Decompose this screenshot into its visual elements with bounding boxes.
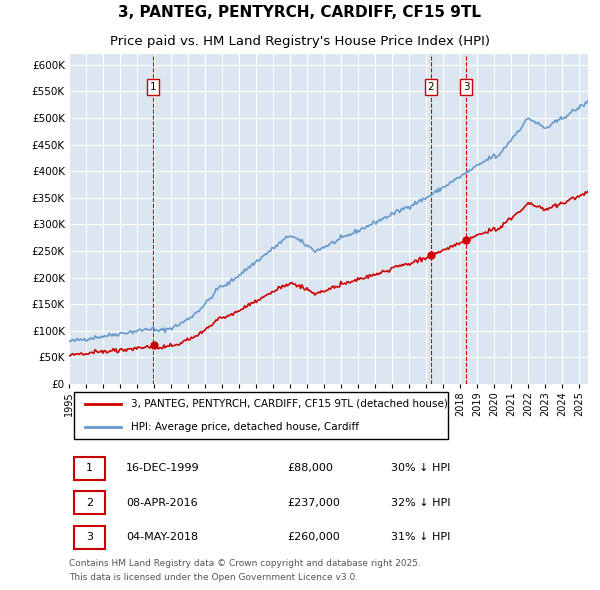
Text: 1: 1 (150, 82, 157, 92)
Text: 3: 3 (463, 82, 469, 92)
Bar (74, 457, 106, 480)
Text: 31% ↓ HPI: 31% ↓ HPI (391, 532, 450, 542)
Text: 3: 3 (86, 532, 93, 542)
Text: 3, PANTEG, PENTYRCH, CARDIFF, CF15 9TL: 3, PANTEG, PENTYRCH, CARDIFF, CF15 9TL (119, 5, 482, 20)
Text: Price paid vs. HM Land Registry's House Price Index (HPI): Price paid vs. HM Land Registry's House … (110, 35, 490, 48)
Text: £88,000: £88,000 (287, 463, 333, 473)
Text: 3, PANTEG, PENTYRCH, CARDIFF, CF15 9TL (detached house): 3, PANTEG, PENTYRCH, CARDIFF, CF15 9TL (… (131, 399, 448, 409)
Text: This data is licensed under the Open Government Licence v3.0.: This data is licensed under the Open Gov… (69, 573, 358, 582)
Text: 32% ↓ HPI: 32% ↓ HPI (391, 498, 450, 508)
Text: 2: 2 (86, 498, 94, 508)
Text: 2: 2 (428, 82, 434, 92)
Bar (74, 491, 106, 514)
Text: £260,000: £260,000 (287, 532, 340, 542)
Text: 04-MAY-2018: 04-MAY-2018 (126, 532, 198, 542)
Bar (74, 526, 106, 549)
Text: Contains HM Land Registry data © Crown copyright and database right 2025.: Contains HM Land Registry data © Crown c… (69, 559, 421, 568)
Text: 08-APR-2016: 08-APR-2016 (126, 498, 198, 508)
Text: HPI: Average price, detached house, Cardiff: HPI: Average price, detached house, Card… (131, 421, 359, 431)
Text: 1: 1 (86, 463, 93, 473)
Text: £237,000: £237,000 (287, 498, 340, 508)
Text: 16-DEC-1999: 16-DEC-1999 (126, 463, 200, 473)
Text: 30% ↓ HPI: 30% ↓ HPI (391, 463, 450, 473)
FancyBboxPatch shape (74, 392, 448, 438)
